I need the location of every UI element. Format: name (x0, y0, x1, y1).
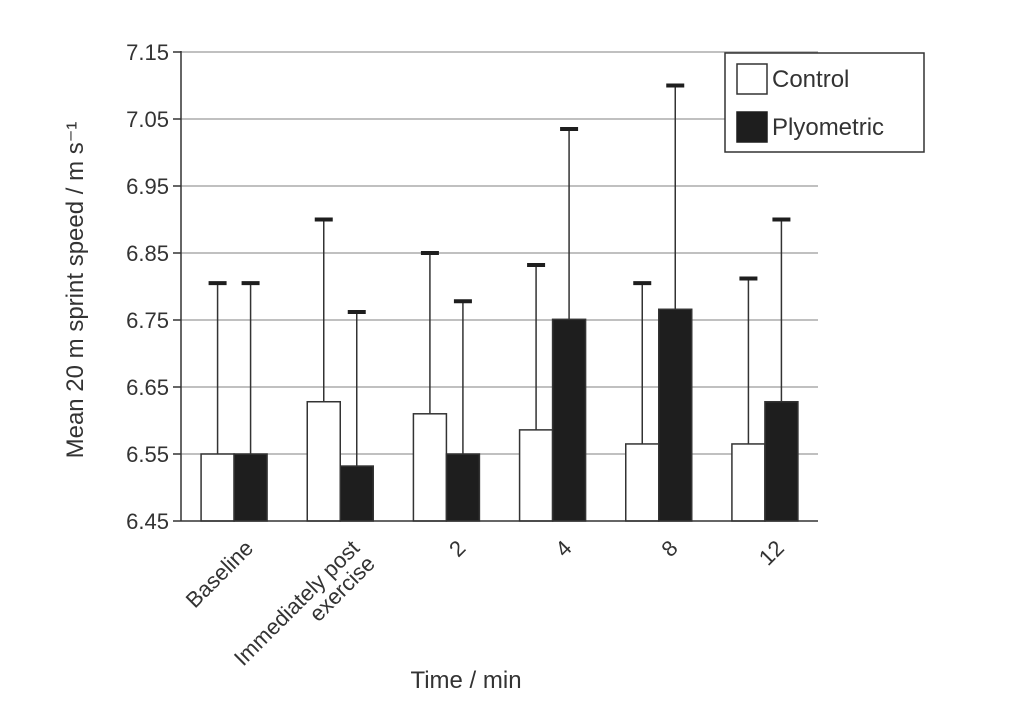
axes (180, 51, 818, 522)
y-tick-label: 6.45 (126, 509, 169, 534)
plyometric-bar (551, 318, 587, 522)
x-tick-label: 4 (550, 535, 576, 561)
bars (200, 308, 799, 522)
x-tick-label: 12 (754, 535, 789, 570)
legend-swatch-plyometric (736, 111, 768, 143)
y-tick-labels: 6.45 6.55 6.65 6.75 6.85 6.95 7.05 7.15 (126, 40, 169, 534)
plyometric-bar (658, 308, 693, 522)
legend: Control Plyometric (724, 52, 925, 153)
control-bar (306, 400, 341, 522)
control-bar (200, 453, 235, 522)
y-axis-title: Mean 20 m sprint speed / m s⁻¹ (62, 122, 89, 459)
plyometric-bar (339, 465, 374, 522)
x-tick-label-line: 8 (656, 535, 682, 561)
legend-swatch-control (736, 63, 768, 95)
x-axis-title: Time / min (410, 667, 521, 694)
y-tick-label: 6.75 (126, 308, 169, 333)
y-tick-label: 6.65 (126, 375, 169, 400)
x-tick-label-line: 12 (754, 535, 789, 570)
grid-lines (173, 51, 818, 522)
x-tick-label: 8 (656, 535, 682, 561)
y-tick-label: 6.55 (126, 442, 169, 467)
x-tick-label: Baseline (181, 535, 258, 612)
y-tick-label: 7.05 (126, 107, 169, 132)
legend-label-control: Control (772, 66, 849, 93)
x-tick-label-line: 2 (444, 535, 470, 561)
plyometric-bar (233, 453, 268, 522)
x-tick-label-line: 4 (550, 535, 576, 561)
x-tick-label-line: Baseline (181, 535, 258, 612)
legend-label-plyometric: Plyometric (772, 114, 884, 141)
y-tick-label: 6.95 (126, 174, 169, 199)
plyometric-bar (445, 453, 481, 522)
x-tick-label: 2 (444, 535, 470, 561)
control-bar (518, 429, 554, 522)
error-bars (208, 83, 791, 467)
control-bar (625, 443, 660, 522)
control-bar (412, 413, 448, 522)
control-bar (731, 443, 766, 522)
y-tick-label: 7.15 (126, 40, 169, 65)
plyometric-bar (764, 400, 799, 522)
y-tick-label: 6.85 (126, 241, 169, 266)
